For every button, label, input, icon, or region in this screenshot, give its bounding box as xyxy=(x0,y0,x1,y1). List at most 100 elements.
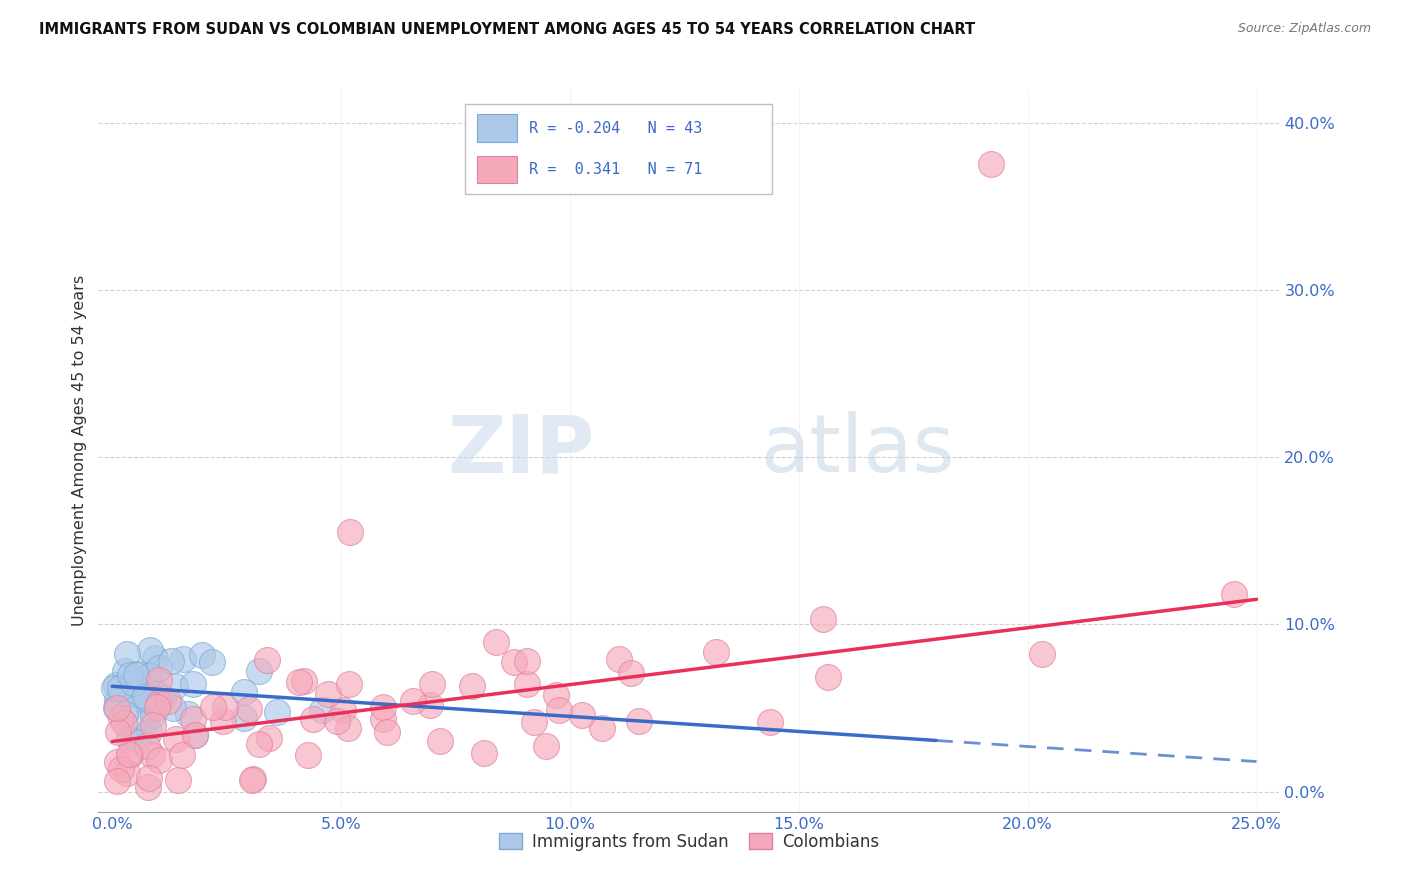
Point xyxy=(544,688,567,702)
Point xyxy=(534,739,557,754)
Point xyxy=(136,780,159,794)
Point xyxy=(184,728,207,742)
Point xyxy=(485,635,508,649)
Point xyxy=(148,753,170,767)
Text: Source: ZipAtlas.com: Source: ZipAtlas.com xyxy=(1237,22,1371,36)
Point xyxy=(332,703,354,717)
Point xyxy=(620,665,643,680)
Point xyxy=(758,714,780,729)
Point xyxy=(156,694,179,708)
Point xyxy=(118,668,141,682)
Point xyxy=(311,703,333,717)
Point xyxy=(134,714,156,729)
Point xyxy=(232,710,254,724)
Point xyxy=(302,712,325,726)
Point xyxy=(297,747,319,762)
Point xyxy=(591,721,613,735)
Point xyxy=(316,687,339,701)
Point xyxy=(257,731,280,745)
Point xyxy=(373,700,395,714)
Point xyxy=(115,766,138,780)
Point xyxy=(339,525,361,540)
Point xyxy=(548,703,571,717)
Point xyxy=(177,707,200,722)
Point xyxy=(148,696,170,710)
Point xyxy=(121,675,143,690)
Point xyxy=(247,737,270,751)
Point xyxy=(105,773,128,788)
Point xyxy=(429,734,451,748)
Point xyxy=(163,679,186,693)
Point xyxy=(516,677,538,691)
Text: atlas: atlas xyxy=(759,411,955,490)
Point xyxy=(571,708,593,723)
Point xyxy=(148,661,170,675)
Point xyxy=(813,612,835,626)
Point xyxy=(127,667,149,681)
Point xyxy=(160,654,183,668)
Point xyxy=(128,678,150,692)
Point xyxy=(419,698,441,713)
Point xyxy=(142,708,165,723)
Point xyxy=(628,714,651,728)
Point xyxy=(337,677,360,691)
Point xyxy=(256,653,278,667)
Point xyxy=(114,706,136,721)
Point xyxy=(184,728,207,742)
Point xyxy=(132,694,155,708)
Point xyxy=(118,731,141,746)
Point xyxy=(401,693,423,707)
Point xyxy=(523,714,546,729)
Point xyxy=(108,681,131,695)
Point xyxy=(105,756,128,770)
Point xyxy=(170,748,193,763)
Point xyxy=(1222,587,1244,601)
Point xyxy=(202,699,225,714)
Point xyxy=(145,687,167,701)
Point xyxy=(138,725,160,739)
Point xyxy=(143,650,166,665)
Point xyxy=(201,655,224,669)
Point xyxy=(135,739,157,753)
Point xyxy=(118,747,141,761)
Point xyxy=(105,693,128,707)
Point xyxy=(112,716,135,731)
Point xyxy=(516,654,538,668)
Point xyxy=(114,664,136,678)
Point xyxy=(238,702,260,716)
Point xyxy=(103,681,125,696)
Point xyxy=(142,718,165,732)
Point xyxy=(148,673,170,687)
Point xyxy=(125,668,148,682)
Point xyxy=(242,772,264,787)
Point xyxy=(212,714,235,729)
Point xyxy=(181,677,204,691)
Point xyxy=(420,677,443,691)
Point xyxy=(115,647,138,661)
Legend: Immigrants from Sudan, Colombians: Immigrants from Sudan, Colombians xyxy=(492,826,886,857)
Point xyxy=(247,665,270,679)
Point xyxy=(181,712,204,726)
Point xyxy=(980,157,1002,171)
Point xyxy=(104,678,127,692)
Point xyxy=(336,721,359,735)
Point xyxy=(377,724,399,739)
Point xyxy=(135,691,157,706)
Point xyxy=(165,732,187,747)
Point xyxy=(152,690,174,705)
Y-axis label: Unemployment Among Ages 45 to 54 years: Unemployment Among Ages 45 to 54 years xyxy=(72,275,87,626)
Point xyxy=(134,689,156,703)
Point xyxy=(817,670,839,684)
Point xyxy=(326,714,349,729)
Point xyxy=(139,668,162,682)
Point xyxy=(371,712,394,726)
Point xyxy=(607,652,630,666)
Point xyxy=(107,724,129,739)
Point xyxy=(214,700,236,714)
Text: ZIP: ZIP xyxy=(447,411,595,490)
Point xyxy=(472,746,495,760)
Point xyxy=(1031,647,1053,661)
Point xyxy=(704,645,727,659)
Point xyxy=(110,762,132,776)
Point xyxy=(105,700,128,714)
